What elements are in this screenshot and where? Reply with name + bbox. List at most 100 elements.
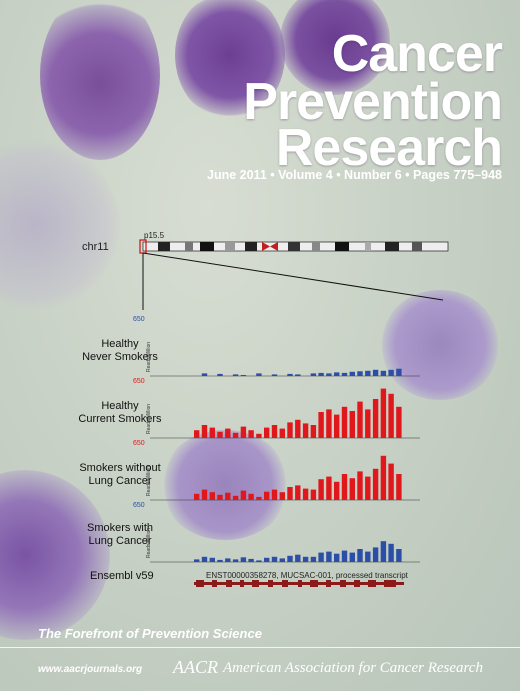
coverage-bar (271, 489, 278, 500)
coverage-bar (318, 552, 324, 562)
coverage-bar (341, 550, 348, 562)
coverage-bar (302, 423, 309, 438)
coverage-bar (271, 374, 278, 376)
transcript-label: ENST00000358278, MUCSAC-001, processed t… (206, 571, 408, 580)
coverage-bar (225, 558, 231, 562)
coverage-bar (341, 474, 348, 500)
lane-tick-3: 650 (133, 440, 145, 447)
coverage-bar (287, 487, 293, 500)
coverage-bar (388, 543, 394, 562)
coverage-bar (217, 494, 223, 500)
cell-image (175, 0, 285, 120)
coverage-bar (209, 557, 215, 562)
coverage-bar (334, 481, 340, 500)
coverage-bar (287, 555, 293, 562)
coverage-bar (240, 557, 247, 562)
coverage-bar (396, 406, 402, 438)
coverage-bar (295, 485, 301, 500)
coverage-bar (217, 559, 223, 562)
coverage-bar (232, 374, 239, 376)
coverage-bar (295, 554, 301, 562)
coverage-bar (326, 409, 332, 438)
coverage-bar (380, 370, 387, 376)
coverage-bar (334, 553, 340, 562)
coverage-bar (349, 371, 355, 376)
coverage-bar (318, 412, 324, 438)
coverage-bar (248, 558, 254, 562)
coverage-bar (388, 463, 394, 500)
coverage-bar (372, 547, 379, 562)
coverage-bar (256, 373, 262, 376)
coverage-bar (349, 478, 355, 500)
band-label: p15.5 (144, 231, 165, 240)
coverage-bar (310, 556, 317, 562)
coverage-bar (326, 476, 332, 500)
tagline: The Forefront of Prevention Science (38, 626, 262, 641)
coverage-bar (240, 375, 247, 376)
cell-image (160, 430, 290, 540)
coverage-bar (256, 496, 262, 500)
coverage-bar (248, 430, 254, 438)
coverage-bar (194, 493, 200, 500)
journal-title-line3: Research (275, 119, 503, 177)
coverage-bar (201, 489, 208, 500)
journal-title-line1: Cancer (331, 25, 503, 83)
coverage-bar (388, 369, 394, 376)
coverage-bar (232, 432, 239, 438)
coverage-bar (396, 368, 402, 376)
coverage-bar (264, 557, 270, 562)
cell-image (280, 0, 390, 95)
coverage-bar (232, 559, 239, 562)
coverage-bar (357, 549, 363, 562)
coverage-bar (271, 425, 278, 438)
coverage-bar (341, 406, 348, 438)
coverage-bar (302, 556, 309, 562)
coverage-bar (365, 370, 371, 376)
publisher-name: American Association for Cancer Research (223, 660, 483, 676)
coverage-bar (240, 426, 247, 438)
coverage-bar (372, 468, 379, 500)
coverage-bar (201, 373, 208, 376)
coverage-bar (264, 427, 270, 438)
cell-image (380, 290, 500, 400)
coverage-bar (380, 455, 387, 500)
coverage-bar (225, 428, 231, 438)
lane-label-1: Healthy Never Smokers (82, 338, 158, 363)
coverage-bar (271, 556, 278, 562)
coverage-bar (248, 493, 254, 500)
coverage-bar (201, 556, 208, 562)
coverage-bar (279, 428, 285, 438)
coverage-bar (349, 411, 355, 438)
coverage-bar (365, 476, 371, 500)
lane-tick-4: 650 (133, 502, 145, 509)
coverage-bar (334, 414, 340, 438)
coverage-bar (209, 492, 215, 500)
coverage-bar (396, 549, 402, 562)
coverage-bar (209, 427, 215, 438)
coverage-bar (380, 541, 387, 562)
coverage-bar (295, 374, 301, 376)
coverage-bar (279, 492, 285, 500)
coverage-bar (318, 372, 324, 376)
coverage-bar (232, 495, 239, 500)
coverage-bar (287, 373, 293, 376)
coverage-bar (225, 492, 231, 500)
coverage-bar (372, 369, 379, 376)
coverage-bar (217, 373, 223, 376)
coverage-bar (318, 479, 324, 500)
coverage-bar (264, 491, 270, 500)
coverage-bar (326, 551, 332, 562)
coverage-bar (194, 559, 200, 562)
coverage-bar (396, 474, 402, 500)
coverage-bar (349, 552, 355, 562)
website-url[interactable]: www.aacrjournals.org (38, 664, 143, 675)
coverage-bar (357, 471, 363, 500)
journal-title-line2: Prevention (243, 73, 503, 131)
lane-label-2: Healthy Current Smokers (78, 400, 162, 425)
coverage-bar (310, 373, 317, 376)
coverage-bar (279, 558, 285, 562)
coverage-bar (334, 372, 340, 376)
